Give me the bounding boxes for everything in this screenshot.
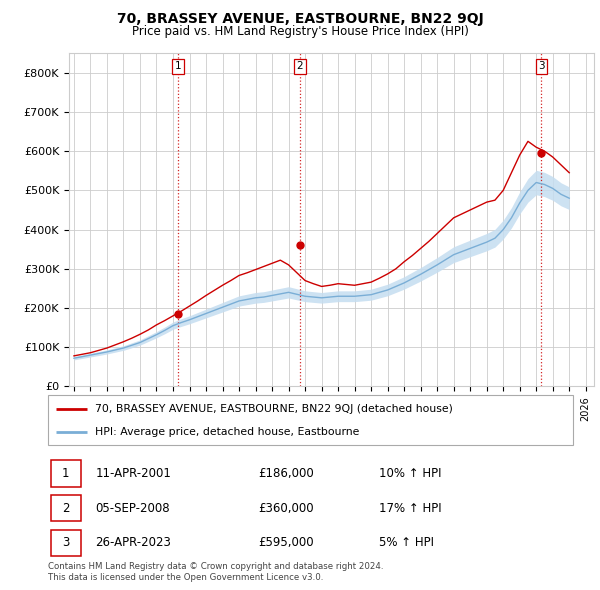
Bar	[50, 530, 81, 556]
Text: £360,000: £360,000	[258, 502, 314, 514]
Text: 1: 1	[62, 467, 70, 480]
Text: 70, BRASSEY AVENUE, EASTBOURNE, BN22 9QJ: 70, BRASSEY AVENUE, EASTBOURNE, BN22 9QJ	[116, 12, 484, 26]
Text: 3: 3	[62, 536, 70, 549]
Text: HPI: Average price, detached house, Eastbourne: HPI: Average price, detached house, East…	[95, 427, 359, 437]
Text: 10% ↑ HPI: 10% ↑ HPI	[379, 467, 441, 480]
Text: 05-SEP-2008: 05-SEP-2008	[95, 502, 170, 514]
Text: 2: 2	[296, 61, 303, 71]
Text: £186,000: £186,000	[258, 467, 314, 480]
Bar	[50, 460, 81, 487]
Text: 70, BRASSEY AVENUE, EASTBOURNE, BN22 9QJ (detached house): 70, BRASSEY AVENUE, EASTBOURNE, BN22 9QJ…	[95, 404, 453, 414]
Text: 3: 3	[538, 61, 545, 71]
Text: 1: 1	[175, 61, 181, 71]
Bar	[50, 495, 81, 522]
Text: 5% ↑ HPI: 5% ↑ HPI	[379, 536, 434, 549]
Text: Contains HM Land Registry data © Crown copyright and database right 2024.
This d: Contains HM Land Registry data © Crown c…	[48, 562, 383, 582]
Text: Price paid vs. HM Land Registry's House Price Index (HPI): Price paid vs. HM Land Registry's House …	[131, 25, 469, 38]
Text: 17% ↑ HPI: 17% ↑ HPI	[379, 502, 442, 514]
Text: 26-APR-2023: 26-APR-2023	[95, 536, 171, 549]
Text: £595,000: £595,000	[258, 536, 314, 549]
Text: 2: 2	[62, 502, 70, 514]
Text: 11-APR-2001: 11-APR-2001	[95, 467, 171, 480]
